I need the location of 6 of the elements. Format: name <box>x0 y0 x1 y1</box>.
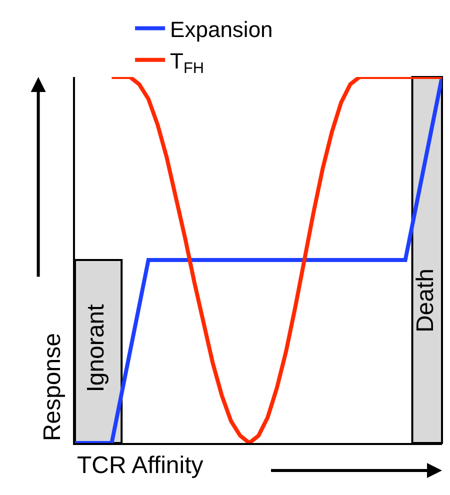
x-axis-title: TCR Affinity <box>77 452 204 479</box>
y-axis-title: Response <box>39 333 66 442</box>
legend-label: T$_{FH}$ <box>170 48 204 78</box>
annotation: Death <box>412 268 440 333</box>
legend-label: Expansion <box>170 16 273 42</box>
annotation: Ignorant <box>82 304 110 392</box>
